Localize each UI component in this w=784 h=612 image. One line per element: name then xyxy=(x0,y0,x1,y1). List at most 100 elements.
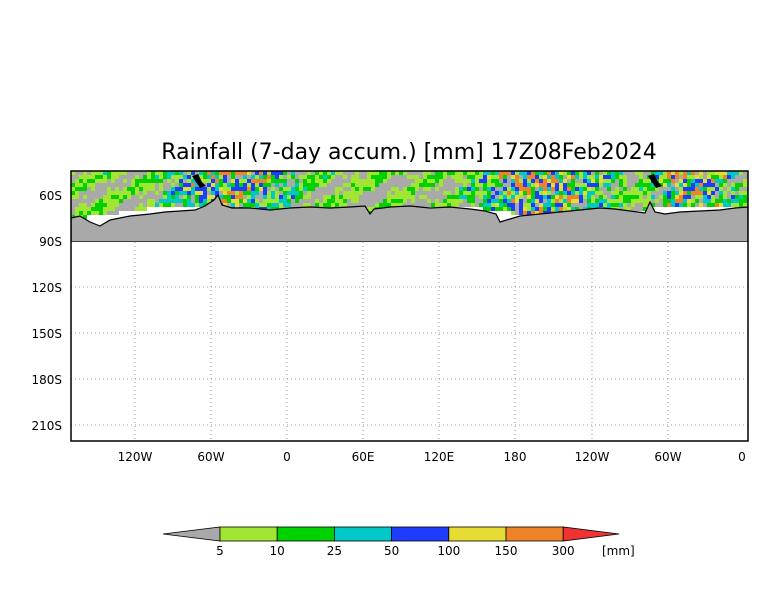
rain-cell xyxy=(627,183,631,187)
rain-cell xyxy=(175,191,179,195)
rain-cell xyxy=(567,183,571,187)
rain-cell xyxy=(359,187,363,191)
rain-cell xyxy=(711,187,715,191)
rain-cell xyxy=(523,191,527,195)
rain-cell xyxy=(331,171,335,175)
rain-cell xyxy=(475,195,479,199)
rain-cell xyxy=(251,187,255,191)
rain-cell xyxy=(459,187,463,191)
rain-cell xyxy=(183,199,187,203)
rain-cell xyxy=(659,203,663,207)
rain-cell xyxy=(71,179,75,183)
rain-cell xyxy=(331,187,335,191)
rain-cell xyxy=(523,199,527,203)
rain-cell xyxy=(263,195,267,199)
rain-cell xyxy=(507,203,511,207)
rain-cell xyxy=(555,187,559,191)
rain-cell xyxy=(351,195,355,199)
rain-cell xyxy=(379,203,383,207)
rain-cell xyxy=(279,199,283,203)
rain-cell xyxy=(575,183,579,187)
rain-cell xyxy=(187,179,191,183)
rain-cell xyxy=(303,195,307,199)
rain-cell xyxy=(471,183,475,187)
rain-cell xyxy=(159,179,163,183)
rain-cell xyxy=(547,203,551,207)
rain-cell xyxy=(339,195,343,199)
rain-cell xyxy=(283,195,287,199)
rain-cell xyxy=(387,175,391,179)
rain-cell xyxy=(567,187,571,191)
rain-cell xyxy=(191,191,195,195)
rain-cell xyxy=(551,203,555,207)
rain-cell xyxy=(691,171,695,175)
rain-cell xyxy=(167,203,171,207)
rain-cell xyxy=(727,171,731,175)
rain-cell xyxy=(479,195,483,199)
rain-cell xyxy=(319,175,323,179)
rain-cell xyxy=(511,195,515,199)
rain-cell xyxy=(147,183,151,187)
rain-cell xyxy=(567,203,571,207)
rain-cell xyxy=(71,187,75,191)
rain-cell xyxy=(711,191,715,195)
rain-cell xyxy=(599,195,603,199)
rain-cell xyxy=(95,179,99,183)
rain-cell xyxy=(535,207,539,211)
rain-cell xyxy=(479,191,483,195)
rain-cell xyxy=(679,187,683,191)
map-title: Rainfall (7-day accum.) [mm] 17Z08Feb202… xyxy=(161,140,656,165)
rain-cell xyxy=(195,203,199,207)
rain-cell xyxy=(487,195,491,199)
rain-cell xyxy=(419,195,423,199)
rain-cell xyxy=(575,187,579,191)
rain-cell xyxy=(367,191,371,195)
rain-cell xyxy=(275,175,279,179)
rain-cell xyxy=(439,171,443,175)
rain-cell xyxy=(663,187,667,191)
rain-cell xyxy=(639,191,643,195)
rain-cell xyxy=(171,191,175,195)
rain-cell xyxy=(743,179,747,183)
rain-cell xyxy=(627,175,631,179)
rain-cell xyxy=(687,179,691,183)
rain-cell xyxy=(523,179,527,183)
rain-cell xyxy=(355,203,359,207)
rain-cell xyxy=(711,179,715,183)
rain-cell xyxy=(139,187,143,191)
rain-cell xyxy=(543,187,547,191)
rain-cell xyxy=(215,183,219,187)
rain-cell xyxy=(571,179,575,183)
rain-cell xyxy=(551,179,555,183)
lat-label: 150S xyxy=(31,327,62,341)
rain-cell xyxy=(83,195,87,199)
rain-cell xyxy=(499,175,503,179)
rain-cell xyxy=(267,175,271,179)
rain-cell xyxy=(335,195,339,199)
rain-cell xyxy=(403,171,407,175)
rain-cell xyxy=(535,171,539,175)
rain-cell xyxy=(363,175,367,179)
rain-cell xyxy=(587,199,591,203)
rain-cell xyxy=(283,179,287,183)
rain-cell xyxy=(251,191,255,195)
rain-cell xyxy=(155,175,159,179)
rain-cell xyxy=(687,195,691,199)
colorbar-level-label: 25 xyxy=(327,544,342,558)
rain-cell xyxy=(295,183,299,187)
rain-cell xyxy=(463,191,467,195)
rain-cell xyxy=(179,175,183,179)
rain-cell xyxy=(615,187,619,191)
rain-cell xyxy=(299,183,303,187)
rain-cell xyxy=(559,195,563,199)
rain-cell xyxy=(275,203,279,207)
rain-cell xyxy=(247,183,251,187)
rain-cell xyxy=(531,175,535,179)
rain-cell xyxy=(335,179,339,183)
rain-cell xyxy=(211,179,215,183)
rain-cell xyxy=(367,183,371,187)
rain-cell xyxy=(743,175,747,179)
rain-cell xyxy=(543,183,547,187)
rain-cell xyxy=(419,191,423,195)
rain-cell xyxy=(335,191,339,195)
